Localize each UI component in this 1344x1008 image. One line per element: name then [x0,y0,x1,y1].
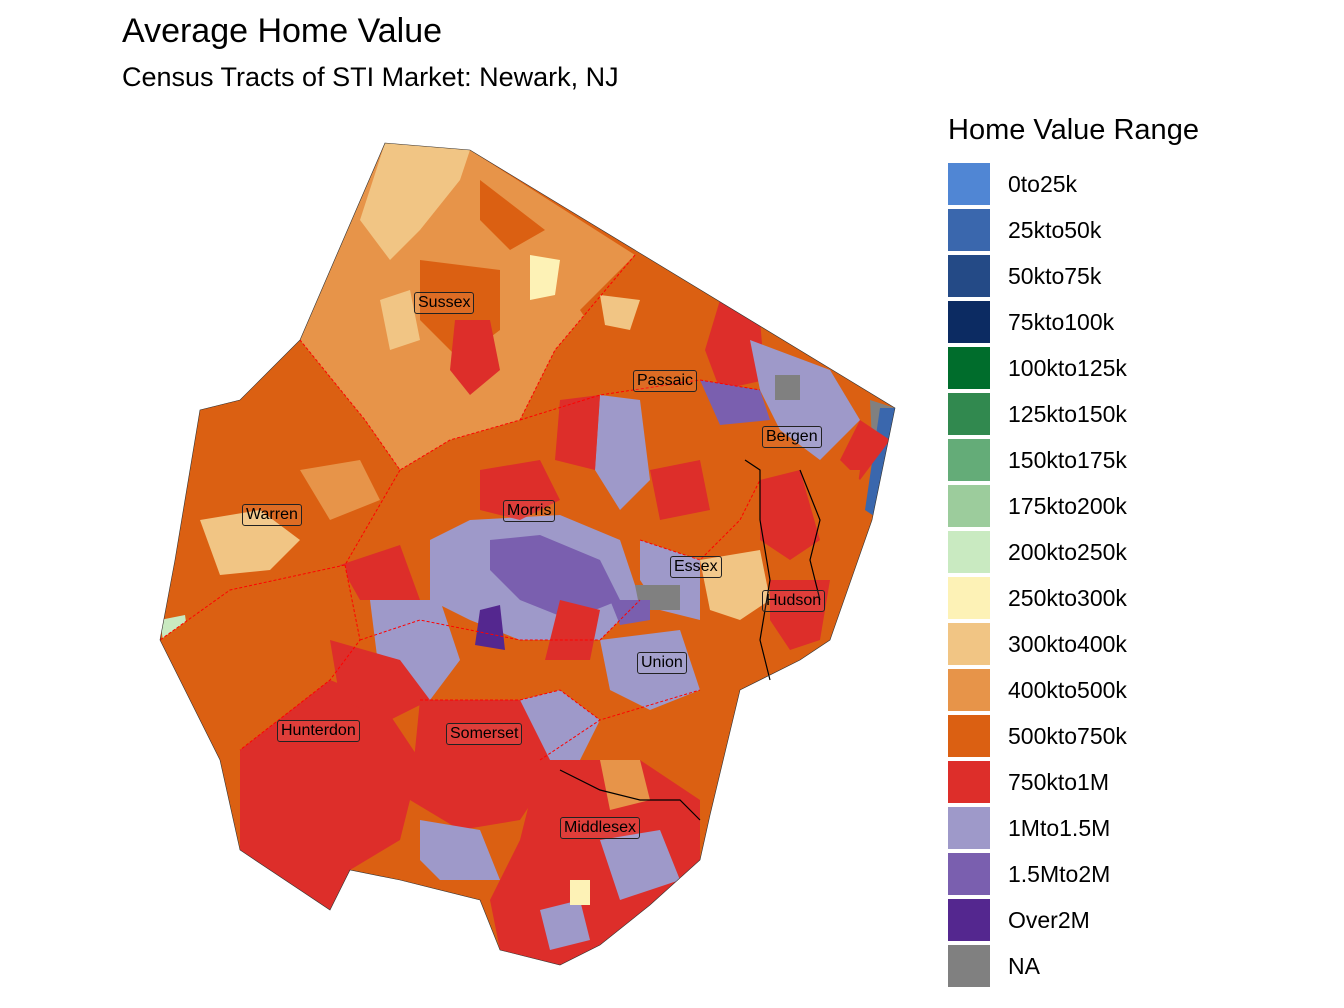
legend-title: Home Value Range [948,114,1199,146]
legend-item: 50kto75k [948,253,1199,299]
legend-item: 150kto175k [948,437,1199,483]
chart-subtitle: Census Tracts of STI Market: Newark, NJ [122,62,619,92]
legend-swatch [948,531,990,573]
county-label-hunterdon: Hunterdon [277,720,360,742]
legend-swatch [948,715,990,757]
legend-swatch [948,209,990,251]
county-label-essex: Essex [670,556,722,578]
legend-label: 125kto150k [1008,400,1127,427]
county-label-middlesex: Middlesex [560,817,641,839]
legend-item: 175kto200k [948,483,1199,529]
legend-label: 750kto1M [1008,768,1110,795]
legend-label: 75kto100k [1008,308,1115,335]
tract-areas [160,143,895,965]
legend-item: 400kto500k [948,667,1199,713]
legend-swatch [948,853,990,895]
legend-item: 250kto300k [948,575,1199,621]
county-label-sussex: Sussex [414,292,475,314]
legend-label: 100kto125k [1008,354,1127,381]
county-label-bergen: Bergen [762,426,822,448]
legend-item: 1Mto1.5M [948,805,1199,851]
legend-label: 150kto175k [1008,446,1127,473]
legend-item: 25kto50k [948,207,1199,253]
county-borders [159,254,761,761]
legend-swatch [948,439,990,481]
legend: Home Value Range 0to25k 25kto50k 50kto75k 7… [948,114,1199,989]
legend-label: 25kto50k [1008,216,1102,243]
legend-label: Over2M [1008,906,1090,933]
legend-swatch [948,807,990,849]
legend-item: 100kto125k [948,345,1199,391]
legend-item: 125kto150k [948,391,1199,437]
county-label-somerset: Somerset [446,723,523,745]
legend-item: Over2M [948,897,1199,943]
legend-label: 1Mto1.5M [1008,814,1111,841]
legend-swatch [948,761,990,803]
legend-label: 1.5Mto2M [1008,860,1111,887]
legend-swatch [948,485,990,527]
legend-swatch [948,623,990,665]
legend-swatch [948,945,990,987]
legend-item: 75kto100k [948,299,1199,345]
legend-label: 500kto750k [1008,722,1127,749]
legend-swatch [948,577,990,619]
legend-item: 0to25k [948,161,1199,207]
county-label-hudson: Hudson [762,590,826,612]
legend-item: 200kto250k [948,529,1199,575]
county-label-warren: Warren [242,504,302,526]
legend-label: 300kto400k [1008,630,1127,657]
legend-item: 1.5Mto2M [948,851,1199,897]
legend-label: 200kto250k [1008,538,1127,565]
legend-label: 400kto500k [1008,676,1127,703]
rivers [559,459,821,821]
chart-title: Average Home Value [122,12,443,50]
legend-swatch [948,255,990,297]
legend-swatch [948,347,990,389]
legend-item: 500kto750k [948,713,1199,759]
legend-swatch [948,393,990,435]
legend-item: 750kto1M [948,759,1199,805]
legend-label: NA [1008,952,1040,979]
legend-item: NA [948,943,1199,989]
legend-label: 0to25k [1008,170,1078,197]
legend-swatch [948,669,990,711]
county-label-morris: Morris [503,500,556,522]
legend-swatch [948,163,990,205]
legend-swatch [948,899,990,941]
legend-items: 0to25k 25kto50k 50kto75k 75kto100k 100kto125… [948,161,1199,989]
legend-label: 250kto300k [1008,584,1127,611]
county-label-passaic: Passaic [633,370,698,392]
legend-swatch [948,301,990,343]
legend-label: 50kto75k [1008,262,1102,289]
legend-item: 300kto400k [948,621,1199,667]
legend-label: 175kto200k [1008,492,1127,519]
county-label-union: Union [637,652,687,674]
